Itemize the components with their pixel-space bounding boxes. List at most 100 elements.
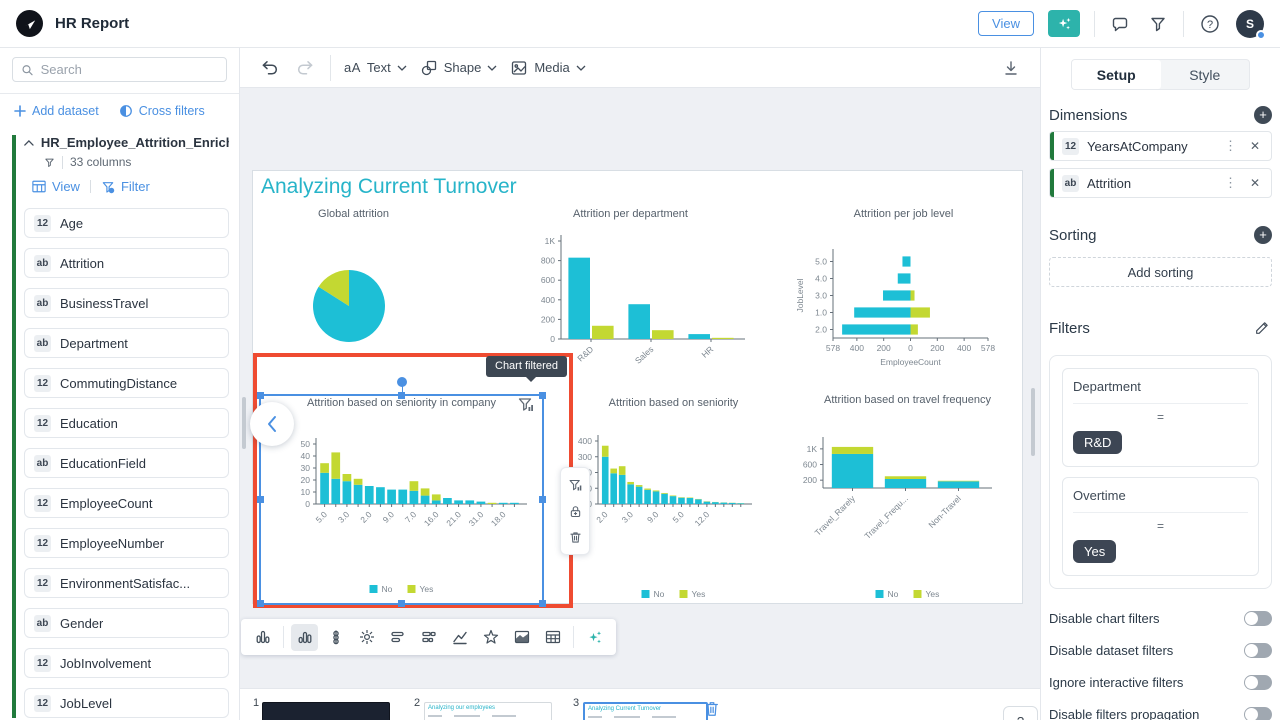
collapse-chevron-icon[interactable]: [24, 139, 34, 147]
chart-attrition-travel-frequency[interactable]: Attrition based on travel frequency 200 60…: [791, 391, 1024, 605]
resize-handle[interactable]: [397, 392, 405, 399]
chart-type-area[interactable]: [508, 624, 535, 651]
ai-chart-suggestion-button[interactable]: [581, 624, 608, 651]
ai-assistant-button[interactable]: [1048, 10, 1080, 37]
delete-page-button[interactable]: [704, 700, 720, 720]
chart-filtered-icon[interactable]: [517, 396, 535, 419]
column-item[interactable]: 12 EnvironmentSatisfac...: [24, 568, 229, 598]
help-button[interactable]: ?: [1198, 12, 1222, 36]
add-dimension-button[interactable]: +: [1254, 106, 1272, 124]
funnel-badge-icon: [102, 181, 115, 193]
filter-item[interactable]: Department = R&D: [1062, 368, 1259, 467]
dashboard-filter-button[interactable]: [1147, 13, 1169, 35]
add-dataset-button[interactable]: Add dataset: [14, 104, 99, 118]
resize-handle[interactable]: [397, 600, 405, 607]
resize-handle[interactable]: [539, 495, 546, 503]
column-item[interactable]: 12 JobInvolvement: [24, 648, 229, 678]
rotate-handle[interactable]: [396, 377, 407, 387]
chart-global-attrition[interactable]: Global attrition: [271, 203, 436, 342]
search-input[interactable]: [40, 62, 218, 77]
svg-text:20: 20: [301, 475, 311, 485]
cross-filters-button[interactable]: Cross filters: [119, 104, 205, 118]
pencil-icon: [1256, 322, 1268, 334]
column-item[interactable]: ab EducationField: [24, 448, 229, 478]
chart-type-stacked-dots[interactable]: [322, 624, 349, 651]
canvas-scrollbar[interactable]: [1031, 388, 1035, 456]
column-item[interactable]: 12 JobLevel: [24, 688, 229, 718]
chart-attrition-seniority[interactable]: Attrition based on seniority010020030040…: [566, 394, 781, 605]
dimension-menu-button[interactable]: ⋮: [1223, 175, 1237, 190]
column-item[interactable]: 12 CommutingDistance: [24, 368, 229, 398]
dataset-name[interactable]: HR_Employee_Attrition_Enriche...: [40, 135, 229, 150]
undo-button[interactable]: [258, 56, 281, 79]
media-menu[interactable]: Media: [510, 59, 586, 77]
add-sorting-button[interactable]: Add sorting: [1049, 257, 1272, 287]
chart-type-line[interactable]: [446, 624, 473, 651]
resize-handle[interactable]: [257, 392, 264, 399]
chart-type-column[interactable]: [249, 624, 276, 651]
dimension-item[interactable]: ab Attrition ⋮ ✕: [1049, 168, 1272, 198]
redo-button[interactable]: [294, 56, 317, 79]
column-item[interactable]: ab Gender: [24, 608, 229, 638]
resize-handle[interactable]: [257, 495, 264, 503]
search-icon: [22, 64, 33, 75]
toggle-switch[interactable]: [1244, 643, 1272, 658]
chart-attrition-per-department[interactable]: Attrition per department 0 200 400 600 800 1K R…: [503, 203, 758, 373]
resize-handle[interactable]: [539, 392, 546, 399]
column-item[interactable]: 12 Age: [24, 208, 229, 238]
column-item[interactable]: 12 Education: [24, 408, 229, 438]
remove-dimension-button[interactable]: ✕: [1249, 139, 1260, 153]
app-logo-icon[interactable]: [16, 10, 43, 37]
add-sorting-plus-button[interactable]: +: [1254, 226, 1272, 244]
editor-canvas: aA Text Shape Media: [240, 48, 1040, 720]
chart-type-table[interactable]: [539, 624, 566, 651]
canvas-help-button[interactable]: ?: [1003, 706, 1038, 720]
column-item[interactable]: 12 EmployeeCount: [24, 488, 229, 518]
resize-handle[interactable]: [539, 600, 546, 607]
lock-chart-button[interactable]: [568, 504, 583, 519]
column-item[interactable]: ab Department: [24, 328, 229, 358]
column-item[interactable]: ab Attrition: [24, 248, 229, 278]
toggle-switch[interactable]: [1244, 611, 1272, 626]
toggle-switch[interactable]: [1244, 707, 1272, 720]
chart-type-stacked-bar[interactable]: [415, 624, 442, 651]
svg-text:200: 200: [877, 343, 891, 353]
page-thumbnail-3[interactable]: Analyzing Current Turnover: [583, 702, 708, 720]
column-type-badge: 12: [34, 534, 51, 552]
page-thumbnail-1[interactable]: [262, 702, 390, 720]
sidebar-scrollbar[interactable]: [242, 397, 246, 449]
view-button[interactable]: View: [978, 11, 1034, 36]
filter-item[interactable]: Overtime = Yes: [1062, 477, 1259, 576]
delete-chart-button[interactable]: [568, 530, 583, 545]
edit-filters-button[interactable]: [1252, 318, 1272, 338]
chart-type-bar[interactable]: [384, 624, 411, 651]
chart-type-radar[interactable]: [477, 624, 504, 651]
previous-page-button[interactable]: [250, 402, 294, 446]
chart-selection-box[interactable]: [257, 377, 546, 607]
tab-style[interactable]: Style: [1189, 66, 1221, 83]
column-item[interactable]: ab BusinessTravel: [24, 288, 229, 318]
dataset-filter-button[interactable]: Filter: [101, 179, 150, 194]
dataset-view-button[interactable]: View: [32, 179, 80, 194]
user-avatar[interactable]: S: [1236, 9, 1266, 40]
filter-value-chip[interactable]: R&D: [1073, 431, 1123, 454]
toggle-switch[interactable]: [1244, 675, 1272, 690]
chart-attrition-per-job-level[interactable]: Attrition per job level 5.0 4.0 3.0 1.0 2.0 57…: [781, 203, 1026, 388]
column-item[interactable]: 12 EmployeeNumber: [24, 528, 229, 558]
resize-handle[interactable]: [257, 600, 264, 607]
chart-filter-action-button[interactable]: [568, 478, 583, 493]
chart-type-sunburst[interactable]: [353, 624, 380, 651]
chart-attrition-seniority-company[interactable]: Attrition based on seniority in company 0…: [259, 394, 544, 605]
page-title[interactable]: Analyzing Current Turnover: [261, 175, 517, 198]
dimension-menu-button[interactable]: ⋮: [1223, 138, 1237, 153]
comments-button[interactable]: [1109, 12, 1133, 36]
filter-value-chip[interactable]: Yes: [1073, 540, 1117, 563]
page-thumbnail-2[interactable]: Analyzing our employees: [424, 702, 552, 720]
tab-setup[interactable]: Setup: [1072, 60, 1161, 89]
text-menu[interactable]: aA Text: [344, 60, 407, 75]
dimension-item[interactable]: 12 YearsAtCompany ⋮ ✕: [1049, 131, 1272, 161]
remove-dimension-button[interactable]: ✕: [1249, 176, 1260, 190]
chart-type-grouped-column[interactable]: [291, 623, 318, 651]
shape-menu[interactable]: Shape: [420, 59, 498, 77]
export-button[interactable]: [1000, 57, 1022, 79]
